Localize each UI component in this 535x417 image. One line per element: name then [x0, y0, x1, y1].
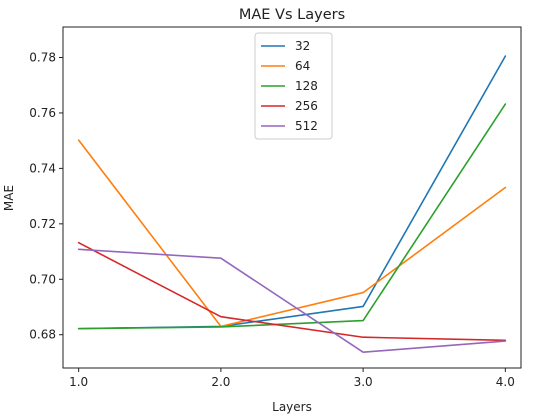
y-tick-label: 0.76 — [29, 106, 56, 120]
legend: 32 64 128 256 512 — [254, 32, 333, 140]
series-line-128 — [77, 103, 507, 330]
legend-label-64: 64 — [295, 59, 310, 73]
plot-area — [77, 55, 507, 354]
y-tick-label: 0.70 — [29, 272, 56, 286]
legend-label-32: 32 — [295, 39, 310, 53]
chart-title: MAE Vs Layers — [239, 7, 345, 23]
y-tick-label: 0.74 — [29, 161, 56, 175]
legend-box — [254, 32, 333, 140]
series-line-512 — [77, 248, 507, 354]
legend-label-128: 128 — [295, 79, 318, 93]
x-tick-label: 3.0 — [354, 375, 373, 389]
axes-frame — [62, 26, 522, 369]
y-tick-label: 0.72 — [29, 217, 56, 231]
series-line-256 — [77, 241, 507, 342]
y-tick-label: 0.78 — [29, 50, 56, 64]
x-tick-label: 2.0 — [211, 375, 230, 389]
y-axis-label: MAE — [2, 185, 16, 211]
x-axis-label: Layers — [272, 400, 312, 414]
legend-label-256: 256 — [295, 99, 318, 113]
x-tick-label: 1.0 — [69, 375, 88, 389]
y-tick-label: 0.68 — [29, 328, 56, 342]
series-line-64 — [77, 139, 507, 328]
y-axis: 0.68 0.70 0.72 0.74 0.76 0.78 — [29, 50, 63, 342]
x-axis: 1.0 2.0 3.0 4.0 — [69, 368, 515, 389]
legend-label-512: 512 — [295, 119, 318, 133]
x-tick-label: 4.0 — [496, 375, 515, 389]
